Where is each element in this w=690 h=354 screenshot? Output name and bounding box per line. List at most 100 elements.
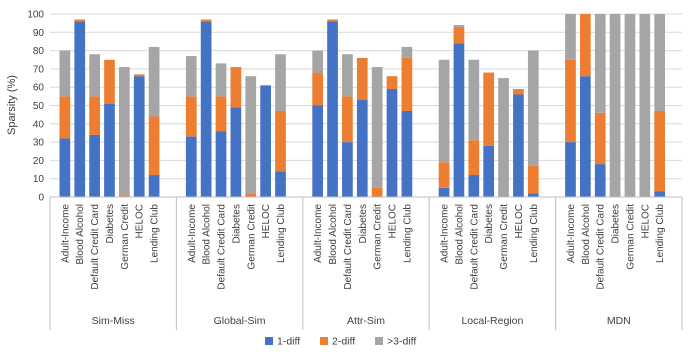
- bar-segment: [513, 94, 524, 197]
- bar-segment: [133, 76, 145, 197]
- legend-swatch: [265, 337, 273, 345]
- bar-segment: [594, 14, 606, 113]
- bar-segment: [327, 21, 338, 197]
- bar-segment: [59, 50, 71, 97]
- bar-segment: [245, 193, 257, 197]
- bar-segment: [59, 138, 71, 197]
- bar-segment: [89, 54, 100, 97]
- bar-segment: [453, 43, 465, 197]
- bar-segment: [498, 78, 509, 197]
- bar-segment: [215, 131, 227, 197]
- category-label: Adult-Income: [440, 204, 451, 263]
- category-label: Default Credit Card: [596, 204, 607, 290]
- category-label: Lending Club: [529, 204, 540, 263]
- bar-segment: [527, 50, 539, 166]
- y-tick-label: 50: [33, 101, 45, 112]
- bar-segment: [438, 59, 450, 163]
- category-label: Lending Club: [150, 204, 161, 263]
- category-label: German Credit: [246, 204, 257, 270]
- axes: [49, 196, 683, 330]
- bar-segment: [468, 59, 480, 141]
- y-axis-title: Sparsity (%): [6, 75, 18, 135]
- y-tick-label: 70: [33, 64, 45, 75]
- bar-segment: [185, 56, 197, 97]
- y-tick-label: 20: [33, 156, 45, 167]
- category-label: Default Credit Card: [343, 204, 354, 290]
- legend-swatch: [320, 337, 328, 345]
- category-label: Blood Alcohol: [75, 204, 86, 265]
- y-tick-label: 80: [33, 46, 45, 57]
- bar-segment: [260, 85, 271, 197]
- y-tick-label: 90: [33, 28, 45, 39]
- bar-segment: [386, 89, 398, 197]
- category-label: Diabetes: [105, 204, 116, 243]
- bar-segment: [230, 67, 242, 108]
- y-tick-label: 30: [33, 138, 45, 149]
- category-label: Diabetes: [358, 204, 369, 243]
- category-label: Lending Club: [655, 204, 666, 263]
- bar-segment: [342, 142, 353, 197]
- bar-segment: [654, 14, 666, 111]
- bar-segment: [483, 145, 495, 197]
- bar-segment: [215, 63, 227, 97]
- y-tick-label: 0: [38, 193, 44, 204]
- category-label: German Credit: [625, 204, 636, 270]
- legend-label: 1-diff: [277, 336, 300, 348]
- bar-segment: [275, 54, 286, 111]
- bar-segment: [148, 175, 160, 197]
- bar-segment: [104, 59, 115, 104]
- legend-label: 2-diff: [332, 336, 355, 348]
- category-label: German Credit: [120, 204, 131, 270]
- category-label: Blood Alcohol: [202, 204, 213, 265]
- bar-segment: [565, 142, 576, 197]
- category-label: Default Credit Card: [90, 204, 101, 290]
- bar-segment: [185, 136, 197, 197]
- bar-segment: [438, 187, 450, 197]
- category-label: Diabetes: [484, 204, 495, 243]
- bar-segment: [527, 165, 539, 194]
- bar-segment: [453, 26, 465, 44]
- group-label: Local-Region: [461, 315, 523, 327]
- category-label: HELOC: [261, 204, 272, 238]
- category-label: Blood Alcohol: [454, 204, 465, 265]
- bar-segment: [513, 89, 524, 95]
- bar-segment: [565, 59, 576, 143]
- group-label: Sim-Miss: [92, 315, 135, 327]
- bar-segment: [200, 19, 212, 22]
- bar-segment: [453, 24, 465, 27]
- bar-segment: [312, 50, 324, 73]
- bar-segment: [579, 14, 591, 77]
- bar-segment: [327, 19, 338, 22]
- bar-segment: [639, 14, 651, 197]
- category-label: Lending Club: [402, 204, 413, 263]
- y-tick-label: 40: [33, 119, 45, 130]
- bar-segment: [386, 76, 398, 90]
- bar-segment: [275, 171, 286, 197]
- bar-segment: [565, 14, 576, 60]
- category-label: HELOC: [135, 204, 146, 238]
- bar-segment: [200, 21, 212, 197]
- group-label: Global-Sim: [214, 315, 266, 327]
- legend-label: >3-diff: [387, 336, 416, 348]
- category-label: Default Credit Card: [217, 204, 228, 290]
- bar-segment: [356, 100, 368, 197]
- bar-segment: [401, 110, 413, 197]
- bar-segment: [245, 76, 257, 194]
- bar-segment: [342, 96, 353, 143]
- bar-segment: [185, 96, 197, 137]
- bar-segment: [118, 67, 130, 196]
- category-label: Lending Club: [276, 204, 287, 263]
- bar-segment: [312, 105, 324, 197]
- category-label: Diabetes: [611, 204, 622, 243]
- bar-segment: [312, 72, 324, 106]
- bar-segment: [371, 67, 383, 188]
- bar-segment: [133, 74, 145, 77]
- category-label: Adult-Income: [566, 204, 577, 263]
- category-label: German Credit: [373, 204, 384, 270]
- legend: 1-diff 2-diff >3-diff: [265, 336, 416, 348]
- y-tick-label: 60: [33, 83, 45, 94]
- bar-segment: [483, 72, 495, 146]
- bar-segment: [89, 134, 100, 197]
